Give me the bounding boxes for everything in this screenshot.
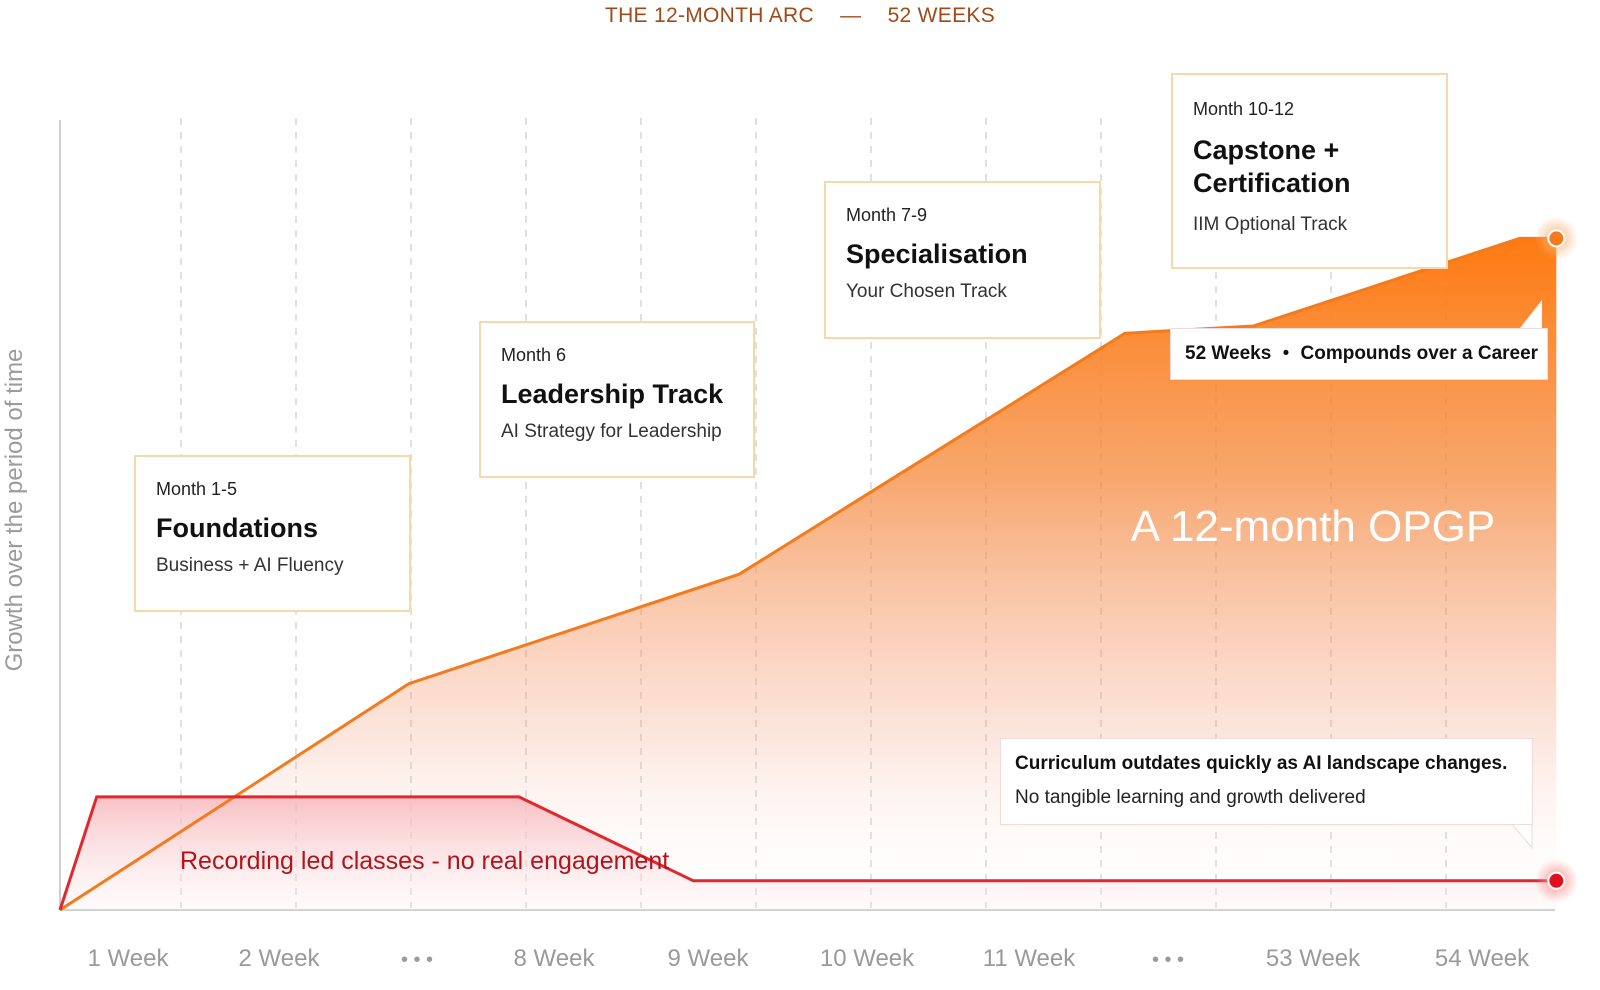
milestone-specialisation: Month 7-9 Specialisation Your Chosen Tra… (824, 181, 1101, 339)
bottom-callout: Curriculum outdates quickly as AI landsc… (1000, 738, 1533, 825)
x-tick-label: 11 Week (983, 945, 1076, 972)
top-callout-bullet: • (1282, 343, 1290, 364)
x-tick-label: • • • (401, 949, 433, 971)
milestone-title: Foundations (156, 513, 318, 543)
milestone-subtitle: IIM Optional Track (1193, 214, 1348, 235)
orange-area-label: A 12-month OPGP (1131, 502, 1495, 551)
milestone-subtitle: Business + AI Fluency (156, 555, 344, 576)
milestone-leadership: Month 6 Leadership Track AI Strategy for… (479, 321, 755, 478)
milestone-month: Month 7-9 (846, 205, 928, 225)
milestone-subtitle: AI Strategy for Leadership (501, 421, 722, 442)
top-callout-pointer (1520, 300, 1542, 328)
orange-end-marker (1534, 216, 1579, 261)
x-tick-label: 54 Week (1435, 945, 1530, 972)
milestone-month: Month 10-12 (1193, 99, 1295, 119)
milestone-title: Leadership Track (501, 379, 724, 409)
milestone-title: Specialisation (846, 239, 1028, 269)
x-tick-label: 53 Week (1266, 945, 1361, 972)
milestone-capstone: Month 10-12 Capstone + Certification IIM… (1171, 73, 1448, 269)
red-series-label: Recording led classes - no real engageme… (180, 847, 669, 875)
header-left: THE 12-MONTH ARC (604, 4, 814, 27)
milestone-month: Month 6 (501, 345, 567, 365)
orange-series-line (59, 236, 1557, 912)
bottom-callout-line1: Curriculum outdates quickly as AI landsc… (1015, 753, 1508, 774)
x-tick-label: 8 Week (514, 945, 596, 972)
milestone-title-line1: Capstone + (1193, 135, 1340, 165)
top-callout: 52 Weeks • Compounds over a Career (1170, 328, 1548, 380)
x-tick-label: 2 Week (239, 945, 321, 972)
x-tick-label: 10 Week (820, 945, 915, 972)
x-tick-label: • • • (1152, 949, 1184, 971)
milestone-foundations: Month 1-5 Foundations Business + AI Flue… (134, 455, 411, 612)
x-axis-labels: 1 Week 2 Week • • • 8 Week 9 Week 10 Week 11 W… (88, 945, 1531, 972)
bottom-callout-line2: No tangible learning and growth delivere… (1015, 787, 1366, 808)
header-dash: — (840, 4, 862, 27)
milestone-title-line2: Certification (1193, 168, 1351, 198)
milestone-subtitle: Your Chosen Track (846, 281, 1007, 302)
red-end-marker (1534, 858, 1579, 903)
x-tick-label: 9 Week (668, 945, 750, 972)
top-callout-right: Compounds over a Career (1300, 343, 1539, 364)
chart-header: THE 12-MONTH ARC — 52 WEEKS (0, 4, 1600, 28)
x-tick-label: 1 Week (88, 945, 170, 972)
top-callout-left: 52 Weeks (1185, 343, 1272, 364)
red-series-line (58, 795, 1557, 911)
milestone-month: Month 1-5 (156, 479, 238, 499)
y-axis-label: Growth over the period of time (1, 349, 28, 672)
header-right: 52 WEEKS (887, 4, 996, 27)
